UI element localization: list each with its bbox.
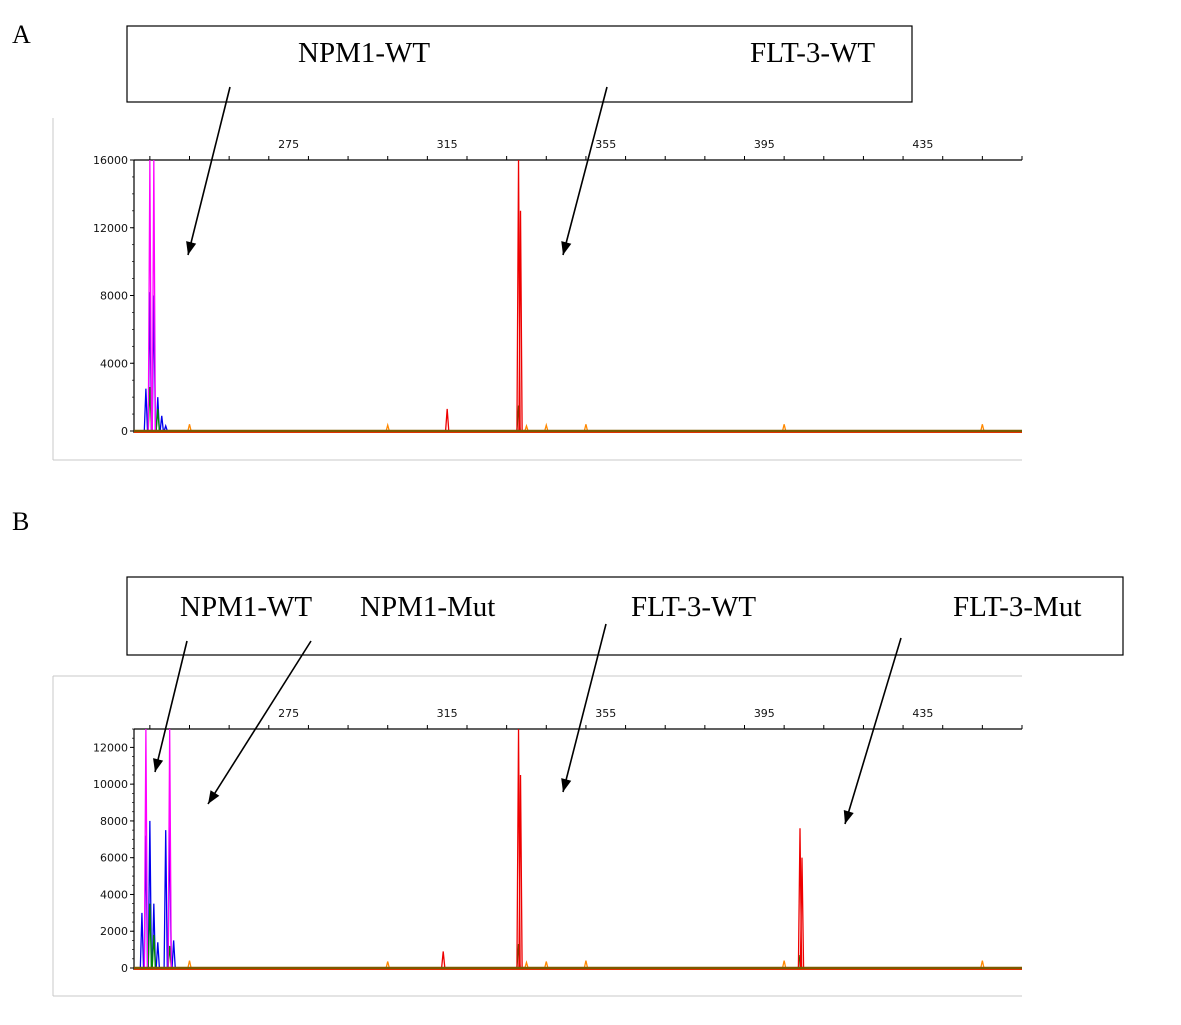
- panel-b-y-tick-label: 12000: [93, 741, 128, 754]
- panel-b-series-2-peak: [518, 774, 523, 969]
- panel-a-series-0-peak: [143, 388, 149, 432]
- panel-b-label-flt3-wt: FLT-3-WT: [631, 591, 756, 623]
- panel-a-y-tick-label: 4000: [100, 357, 128, 370]
- arrow-shaft: [154, 640, 188, 773]
- panel-a-label-flt3-wt: FLT-3-WT: [750, 37, 875, 69]
- panel-b-label-npm1-wt: NPM1-WT: [180, 591, 312, 623]
- panel-a-series-4-peak: [524, 423, 529, 432]
- panel-b-series-0-peak: [171, 940, 176, 969]
- panel-b-series-4-peak: [187, 960, 192, 969]
- panel-a-series-4-peak: [187, 424, 192, 432]
- arrow-head: [186, 241, 197, 255]
- panel-b-series-4-peak: [544, 961, 549, 969]
- panel-a-series-4-peak: [980, 424, 985, 432]
- panel-a-series-4-peak: [781, 424, 787, 432]
- panel-b-y-tick-label: 6000: [100, 852, 128, 865]
- arrow-shaft: [207, 640, 312, 805]
- panel-a-label-box: [126, 25, 913, 103]
- panel-b-label-npm1-mut: NPM1-Mut: [360, 591, 495, 623]
- panel-b-label-flt3-mut: FLT-3-Mut: [953, 591, 1081, 623]
- arrow-shaft: [562, 623, 607, 793]
- panel-a-label-npm1-wt: NPM1-WT: [298, 37, 430, 69]
- panel-b-series-0-peak: [139, 912, 145, 969]
- panel-b-arrow-npm1-wt: [153, 640, 188, 773]
- panel-b-arrow-flt3-wt: [561, 623, 607, 793]
- panel-a-x-tick-label: 355: [595, 138, 616, 151]
- panel-a-series-1-peak: [155, 408, 161, 432]
- panel-b-series-4-peak: [781, 960, 787, 969]
- panel-a-series-0-peak: [159, 415, 164, 432]
- panel-b-arrow-flt3-mut: [843, 637, 902, 825]
- panel-b-x-tick-label: 435: [912, 707, 933, 720]
- arrow-shaft: [844, 637, 902, 825]
- panel-b-series-2-peak: [440, 951, 446, 969]
- arrow-shaft: [187, 86, 231, 256]
- panel-b-x-tick-label: 315: [437, 707, 458, 720]
- panel-a-letter: A: [12, 20, 31, 49]
- panel-b-letter: B: [12, 507, 29, 536]
- panel-b-series-0-peak: [147, 820, 153, 969]
- panel-b-series-4-peak: [524, 960, 529, 969]
- panel-a-y-tick-label: 0: [121, 425, 128, 438]
- panel-b-chart: 275 315 355 395 435 0 2000 4000 6000 8000 10000 120…: [52, 675, 1023, 997]
- panel-a-x-tick-label: 395: [754, 138, 775, 151]
- panel-b-label-box: [126, 576, 1124, 656]
- panel-a-series-4-peak: [385, 422, 390, 432]
- panel-a-y-tick-label: 12000: [93, 222, 128, 235]
- panel-a-series-2-peak: [444, 408, 450, 432]
- panel-a-series-3-peak: [147, 159, 153, 432]
- panel-a-series-3-peak: [151, 159, 157, 432]
- panel-b-y-tick-label: 8000: [100, 815, 128, 828]
- arrow-head: [561, 778, 572, 792]
- panel-a-chart: 275 315 355 395 435 0 4000 8000 12000 16000: [52, 118, 1023, 461]
- panel-b-x-tick-label: 275: [278, 707, 299, 720]
- panel-a-y-tick-label: 16000: [93, 154, 128, 167]
- panel-b-y-tick-label: 2000: [100, 925, 128, 938]
- panel-b-series-2-peak: [799, 857, 805, 969]
- panel-a-series-0-peak: [163, 423, 168, 432]
- arrow-head: [843, 810, 854, 824]
- panel-a-arrow-flt3-wt: [561, 86, 608, 256]
- panel-b-series-0-peak: [155, 942, 161, 969]
- panel-a-x-tick-label: 275: [278, 138, 299, 151]
- arrow-head: [208, 790, 220, 804]
- panel-b-series-4-peak: [980, 960, 985, 969]
- panel-b-arrow-npm1-mut: [207, 640, 312, 805]
- panel-b-series-1-peak: [147, 903, 153, 969]
- panel-b-x-tick-label: 395: [754, 707, 775, 720]
- panel-b-series-0-peak: [163, 830, 168, 969]
- panel-a-series-4-peak: [544, 422, 549, 432]
- panel-b-series-1-peak: [151, 934, 157, 969]
- panel-a-arrow-npm1-wt: [186, 86, 231, 256]
- panel-b-y-tick-label: 10000: [93, 778, 128, 791]
- panel-b-series-4-peak: [583, 960, 589, 969]
- panel-a-series-2-peak: [518, 210, 523, 432]
- panel-a-x-tick-label: 435: [912, 138, 933, 151]
- panel-a-y-tick-label: 8000: [100, 290, 128, 303]
- arrow-head: [153, 758, 164, 772]
- panel-b-series-3-peak: [143, 728, 149, 969]
- panel-a-series-4-peak: [583, 424, 589, 432]
- panel-b-x-tick-label: 355: [595, 707, 616, 720]
- panel-b-y-tick-label: 4000: [100, 888, 128, 901]
- panel-b-series-3-peak: [167, 728, 172, 969]
- arrow-shaft: [562, 86, 608, 256]
- panel-a-x-tick-label: 315: [437, 138, 458, 151]
- arrow-head: [561, 241, 572, 255]
- panel-b-y-tick-label: 0: [121, 962, 128, 975]
- panel-b-series-4-peak: [385, 961, 390, 969]
